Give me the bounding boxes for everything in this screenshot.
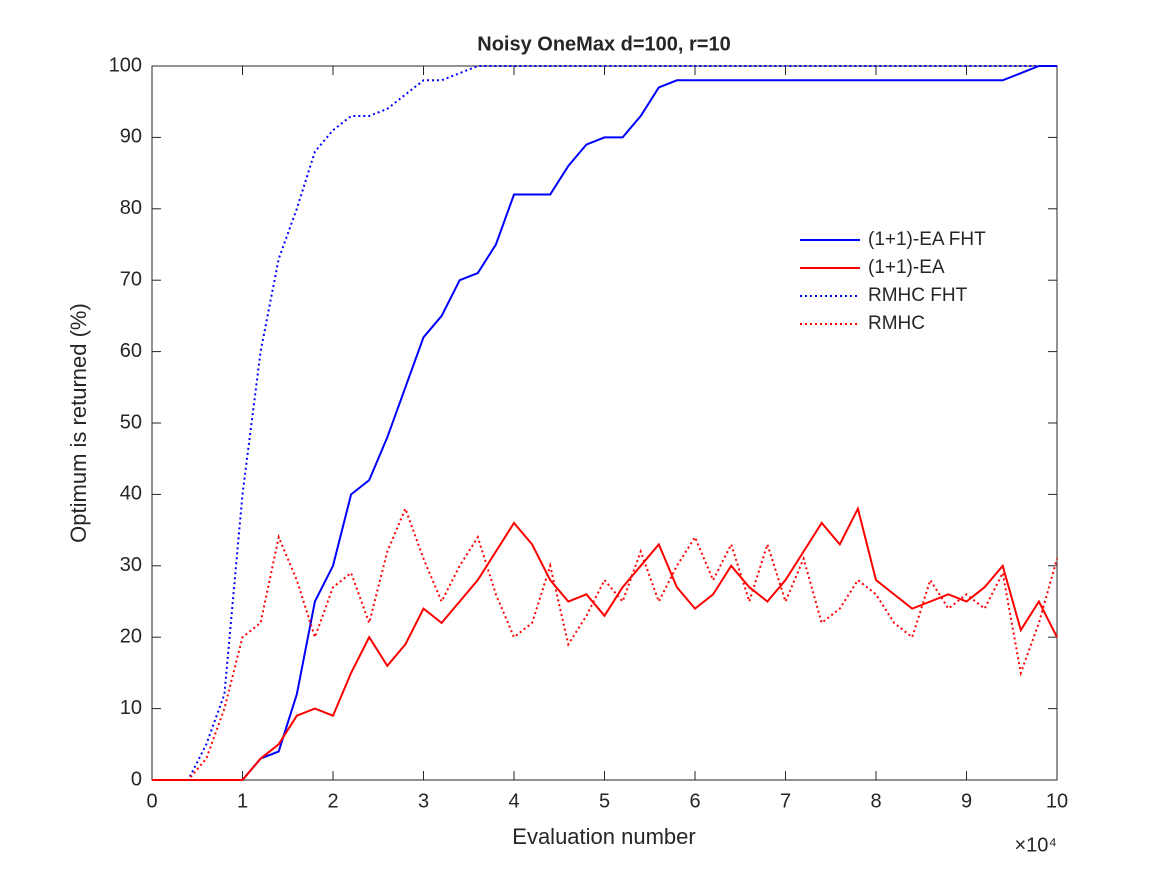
data-line xyxy=(152,65,1057,781)
y-tick-label: 90 xyxy=(120,126,142,148)
y-tick-label: 50 xyxy=(120,411,142,433)
x-tick-label: 10 xyxy=(1046,790,1068,812)
legend-label: RMHC xyxy=(868,313,925,334)
y-tick-label: 80 xyxy=(120,197,142,219)
y-tick-label: 60 xyxy=(120,340,142,362)
data-line xyxy=(152,505,1058,781)
x-tick-label: 0 xyxy=(146,790,157,812)
x-tick-label: 3 xyxy=(418,790,429,812)
x-tick-label: 6 xyxy=(689,790,700,812)
chart-title: Noisy OneMax d=100, r=10 xyxy=(477,33,730,55)
x-axis-label: Evaluation number xyxy=(512,824,695,849)
x-tick-label: 5 xyxy=(599,790,610,812)
data-line xyxy=(152,65,1057,781)
y-tick-label: 100 xyxy=(109,54,142,76)
x-tick-label: 8 xyxy=(870,790,881,812)
x-tick-label: 7 xyxy=(780,790,791,812)
y-tick-label: 30 xyxy=(120,554,142,576)
y-tick-label: 40 xyxy=(120,483,142,505)
x-tick-label: 4 xyxy=(508,790,519,812)
y-tick-label: 70 xyxy=(120,268,142,290)
x-multiplier: ×10⁴ xyxy=(1014,834,1057,856)
legend-label: (1+1)-EA xyxy=(868,257,945,278)
y-axis-label: Optimum is returned (%) xyxy=(66,303,91,543)
x-tick-label: 2 xyxy=(327,790,338,812)
x-tick-label: 1 xyxy=(237,790,248,812)
y-tick-label: 0 xyxy=(131,768,142,790)
data-line xyxy=(152,505,1058,781)
y-tick-label: 10 xyxy=(120,697,142,719)
x-tick-label: 9 xyxy=(961,790,972,812)
y-tick-label: 20 xyxy=(120,625,142,647)
legend-label: (1+1)-EA FHT xyxy=(868,229,986,250)
legend-label: RMHC FHT xyxy=(868,285,968,306)
